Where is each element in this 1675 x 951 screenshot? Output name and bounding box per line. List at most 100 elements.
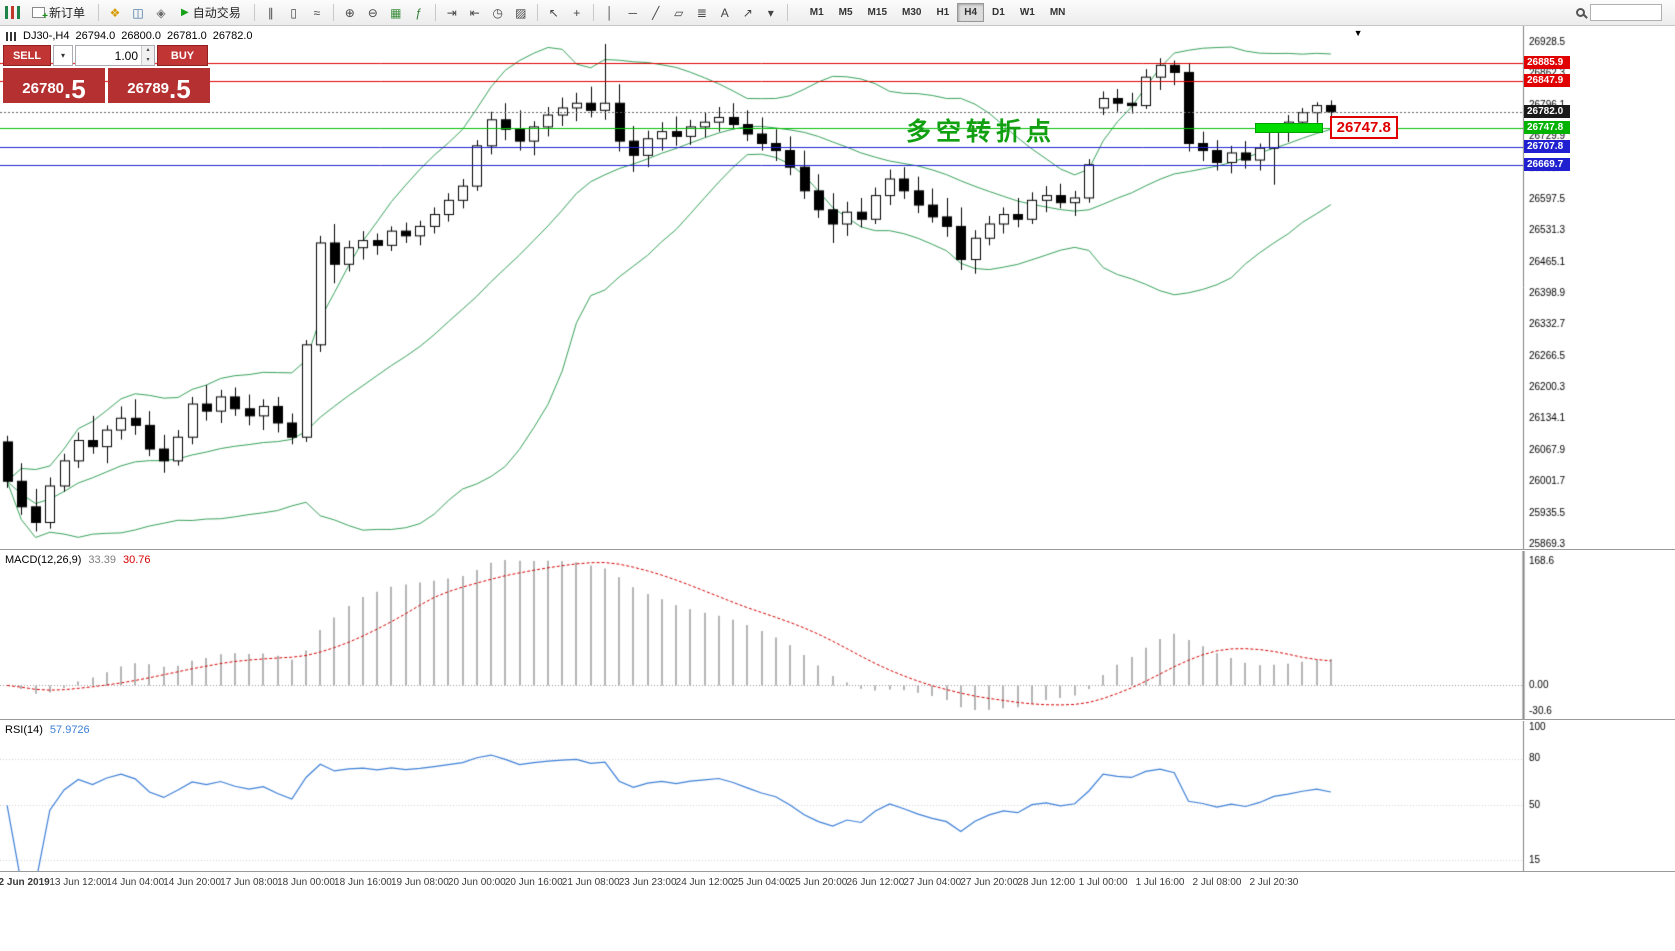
arrow-tools-icon[interactable]: ↗ (742, 5, 753, 20)
macd-indicator-canvas[interactable] (0, 551, 1675, 719)
time-label: 20 Jun 00:00 (447, 877, 506, 888)
charts-profile-icon[interactable]: ❖ (109, 5, 121, 20)
trendline-icon[interactable]: ╱ (652, 5, 660, 20)
navigator-icon[interactable]: ◈ (156, 5, 166, 20)
vertical-line-icon[interactable]: │ (605, 5, 614, 20)
search-icon[interactable] (1576, 8, 1585, 17)
highlight-rectangle[interactable] (1254, 122, 1323, 133)
buy-button[interactable]: BUY (157, 45, 208, 66)
volume-dropdown-button[interactable]: ▾ (53, 45, 73, 66)
timeframe-H4[interactable]: H4 (957, 3, 985, 22)
timeframe-M5[interactable]: M5 (832, 3, 860, 22)
candlestick-chart-icon[interactable]: ▯ (290, 5, 298, 20)
templates-icon[interactable]: ▨ (515, 5, 527, 20)
volume-decrease-button[interactable]: ▾ (142, 55, 154, 65)
timeframe-M30[interactable]: M30 (895, 3, 928, 22)
new-order-button[interactable]: 新订单 (24, 2, 93, 24)
cursor-icon[interactable]: ↖ (548, 5, 559, 20)
pane-separator[interactable] (0, 719, 1675, 720)
time-label: 14 Jun 04:00 (106, 877, 165, 888)
price-badge: 26669.7 (1524, 157, 1570, 171)
pane-separator[interactable] (0, 549, 1675, 550)
chart-shift-marker-icon[interactable]: ▼ (1353, 28, 1363, 38)
objects-dropdown-icon[interactable]: ▾ (767, 5, 774, 20)
macd-value-main: 33.39 (88, 554, 116, 566)
search-input[interactable] (1590, 4, 1662, 21)
time-label: 24 Jun 12:00 (675, 877, 734, 888)
time-label: 13 Jun 12:00 (49, 877, 108, 888)
buy-price-main: 26789 (127, 80, 170, 97)
toolbar-separator (434, 4, 436, 21)
macd-value-signal: 30.76 (122, 554, 151, 566)
timeframe-W1[interactable]: W1 (1013, 3, 1042, 22)
macd-label: MACD(12,26,9) 33.39 30.76 (5, 554, 150, 566)
chart-shift-icon[interactable]: ⇤ (469, 5, 480, 20)
time-label: 1 Jul 00:00 (1078, 877, 1128, 888)
text-icon[interactable]: A (720, 5, 729, 20)
autotrading-button[interactable]: ▶ 自动交易 (173, 2, 249, 24)
toolbar-separator (786, 4, 788, 21)
sell-button[interactable]: SELL (3, 45, 51, 66)
horizontal-line-icon[interactable]: ─ (628, 5, 637, 20)
ohlc-low: 26781.0 (167, 30, 207, 42)
autotrading-play-icon: ▶ (181, 6, 189, 18)
zoom-in-icon[interactable]: ⊕ (344, 5, 355, 20)
autoscroll-icon[interactable]: ⇥ (446, 5, 457, 20)
timeframe-M15[interactable]: M15 (861, 3, 894, 22)
buy-price-pips: .5 (169, 73, 191, 104)
channel-icon[interactable]: ▱ (674, 5, 684, 20)
chart-mini-icon (6, 31, 17, 41)
sell-price-button[interactable]: 26780.5 (3, 68, 105, 103)
rsi-indicator-canvas[interactable] (0, 721, 1675, 871)
price-badge: 26847.9 (1524, 73, 1570, 87)
buy-price-button[interactable]: 26789.5 (108, 68, 210, 103)
chart-annotation-text[interactable]: 多空转折点 (906, 118, 1057, 146)
timeframe-M1[interactable]: M1 (803, 3, 831, 22)
time-label: 12 Jun 2019 (0, 877, 50, 888)
candlestick-chart-canvas[interactable] (0, 26, 1675, 549)
pane-separator[interactable] (0, 871, 1675, 872)
chart-ohlc-header: DJ30-,H4 26794.0 26800.0 26781.0 26782.0 (6, 30, 253, 42)
one-click-trading-panel: SELL ▾ ▴ ▾ BUY 26780.5 26789.5 (3, 45, 210, 103)
macd-pane: MACD(12,26,9) 33.39 30.76 (0, 551, 1675, 719)
price-badge: 26885.9 (1524, 55, 1570, 69)
toolbar-separator (332, 4, 334, 21)
periods-icon[interactable]: ◷ (492, 5, 503, 20)
timeframe-switcher: M1 M5 M15 M30 H1 H4 D1 W1 MN (803, 3, 1073, 22)
toolbar-separator (253, 4, 255, 21)
rsi-name: RSI(14) (5, 724, 43, 736)
time-label: 25 Jun 20:00 (789, 877, 848, 888)
timeframe-MN[interactable]: MN (1043, 3, 1073, 22)
chevron-down-icon: ▾ (60, 51, 65, 60)
crosshair-icon[interactable]: + (573, 5, 581, 20)
ohlc-open: 26794.0 (75, 30, 116, 42)
grid-icon[interactable]: ▦ (390, 5, 402, 20)
time-label: 18 Jun 00:00 (277, 877, 335, 888)
indicators-icon[interactable]: ƒ (415, 5, 423, 20)
toolbar: 新订单❖◫◈▶自动交易∥▯≈⊕⊖▦ƒ⇥⇤◷▨↖+│─╱▱≣A↗▾M1M5M15M… (0, 0, 1675, 26)
price-callout-label[interactable]: 26747.8 (1329, 115, 1398, 139)
toolbar-separator (536, 4, 538, 21)
time-label: 14 Jun 20:00 (163, 877, 222, 888)
bar-chart-icon[interactable]: ∥ (267, 5, 274, 20)
line-chart-icon[interactable]: ≈ (313, 5, 321, 20)
zoom-out-icon[interactable]: ⊖ (367, 5, 378, 20)
toolbar-separator (98, 4, 100, 21)
timeframe-H1[interactable]: H1 (929, 3, 956, 22)
volume-input[interactable] (76, 46, 141, 65)
time-label: 23 Jun 23:00 (618, 877, 677, 888)
trade-panel-controls: SELL ▾ ▴ ▾ BUY (3, 45, 210, 66)
timeframe-D1[interactable]: D1 (985, 3, 1012, 22)
fibonacci-icon[interactable]: ≣ (696, 5, 707, 20)
rsi-label: RSI(14) 57.9726 (5, 724, 90, 736)
macd-name: MACD(12,26,9) (5, 554, 82, 566)
time-label: 27 Jun 04:00 (903, 877, 962, 888)
symbol-timeframe: DJ30-,H4 (23, 30, 70, 42)
sell-price-pips: .5 (64, 73, 86, 104)
market-watch-icon[interactable]: ◫ (132, 5, 144, 20)
ohlc-high: 26800.0 (121, 30, 161, 42)
volume-increase-button[interactable]: ▴ (142, 46, 154, 56)
time-label: 20 Jun 16:00 (504, 877, 563, 888)
